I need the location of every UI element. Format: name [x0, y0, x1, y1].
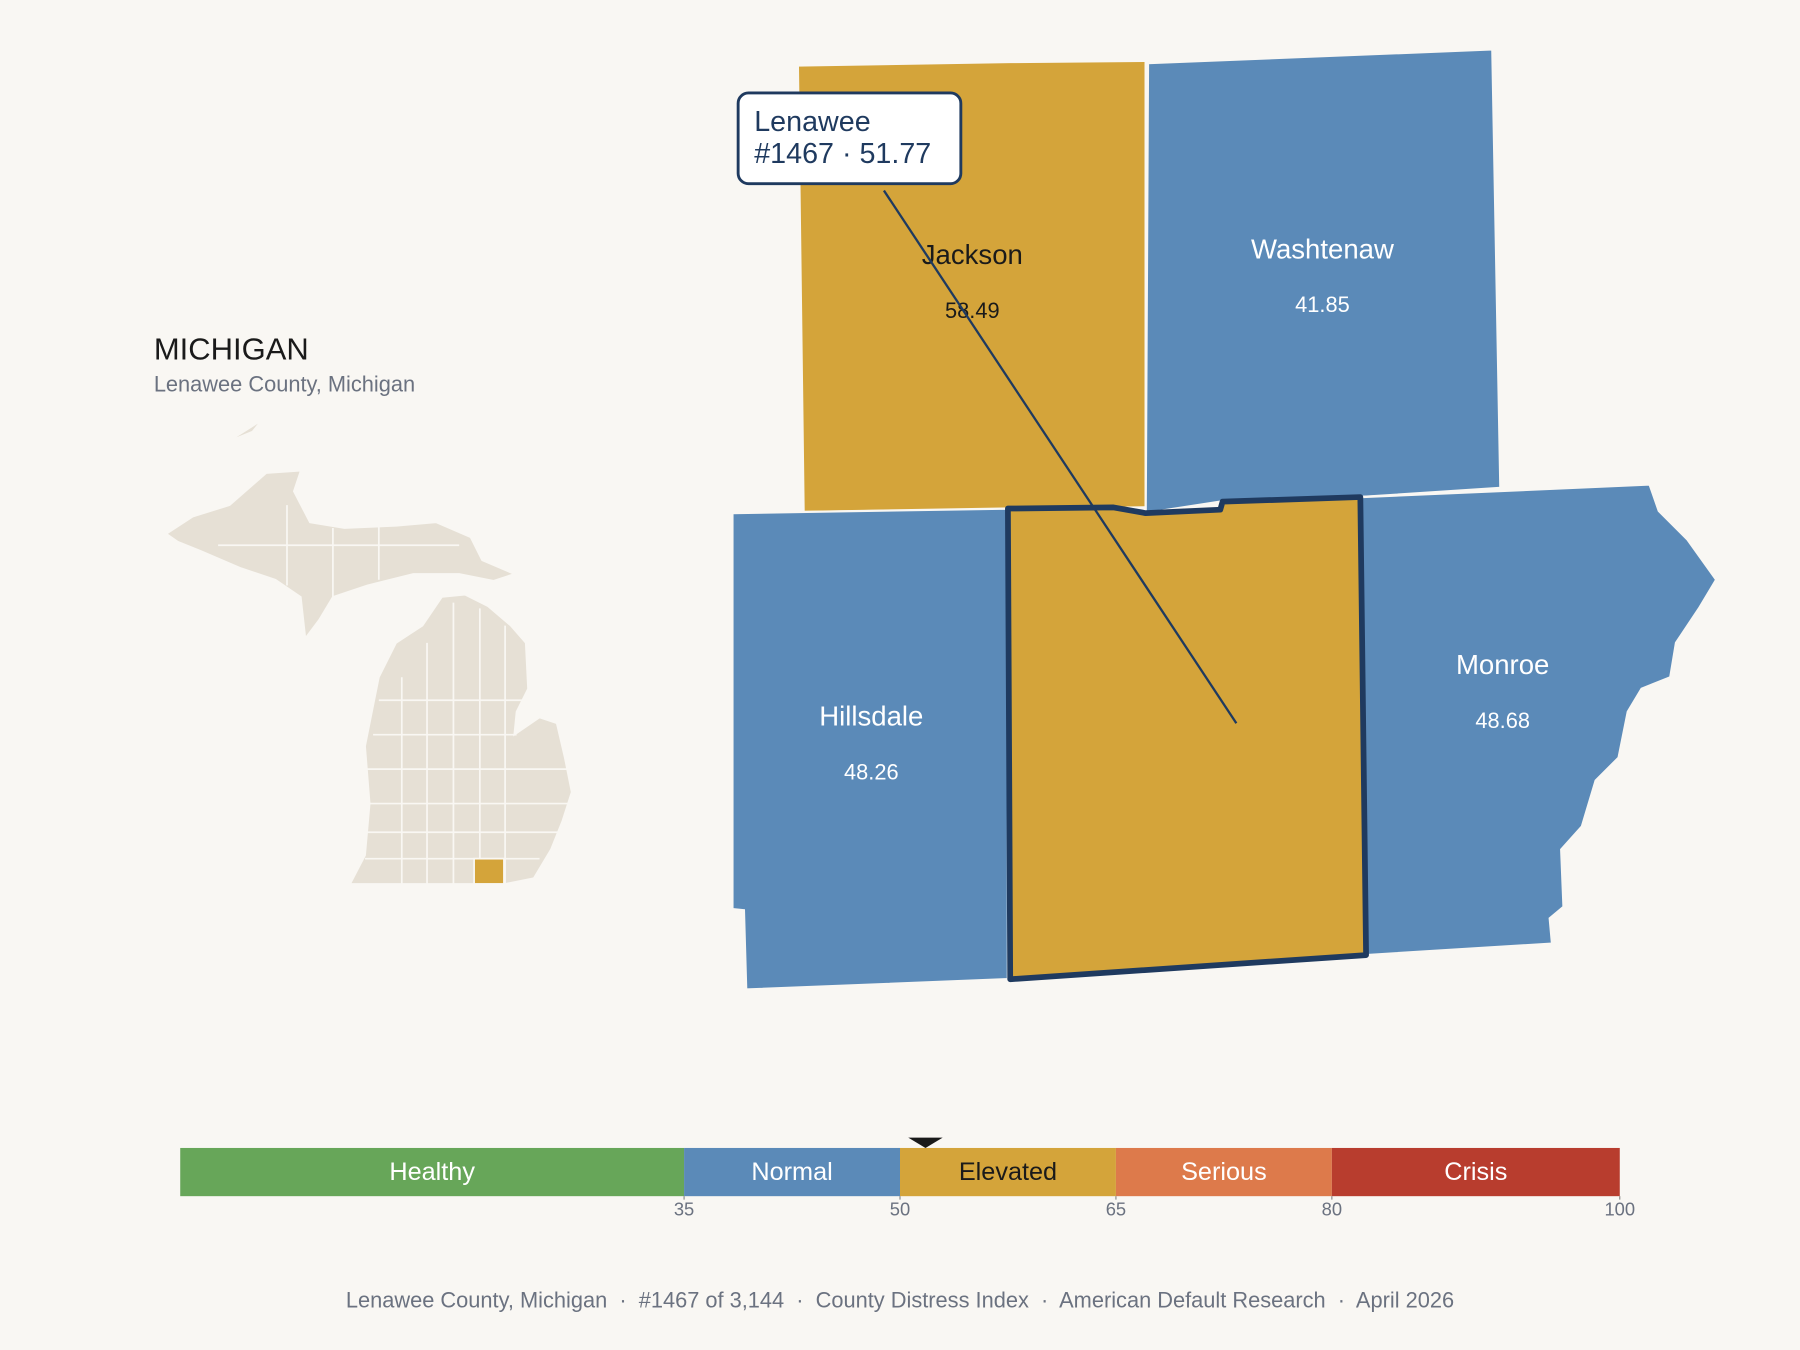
- lower-peninsula: [348, 593, 573, 885]
- county-shape: [1359, 483, 1718, 957]
- county-name: Washtenaw: [1251, 233, 1394, 264]
- subtitle: Lenawee County, Michigan: [154, 371, 415, 396]
- scale-band: [900, 1147, 1116, 1197]
- county-value: 41.85: [1295, 292, 1350, 317]
- isle-royale: [226, 419, 263, 443]
- county-name: Hillsdale: [819, 701, 923, 732]
- county-shape: [731, 507, 1010, 991]
- band-label: Elevated: [959, 1158, 1057, 1186]
- score-marker: [908, 1137, 943, 1148]
- callout-box: [736, 91, 963, 186]
- county-lines: [218, 505, 569, 884]
- county-name: Monroe: [1456, 649, 1549, 680]
- tick-label: 65: [1106, 1199, 1126, 1220]
- callout-text: #1467 · 51.77: [754, 138, 931, 170]
- county-value: 48.26: [844, 759, 899, 784]
- callout-name: Lenawee: [754, 106, 870, 138]
- county-name: Jackson: [922, 239, 1023, 270]
- callout: Lenawee #1467 · 51.77: [736, 91, 1238, 724]
- band-label: Crisis: [1444, 1158, 1507, 1186]
- county-value: 58.49: [945, 298, 1000, 323]
- county-value: 48.68: [1475, 708, 1530, 733]
- title: MICHIGAN: [154, 331, 309, 366]
- selected-county: [1005, 494, 1369, 983]
- scale-band: [180, 1147, 685, 1197]
- county-shape: [1144, 48, 1502, 515]
- scale-band: [1115, 1147, 1332, 1197]
- inset-highlight: [473, 857, 505, 885]
- band-label: Serious: [1181, 1158, 1267, 1186]
- legend-scale: Healthy Normal Elevated Serious Crisis 35 50 65…: [180, 1137, 1635, 1220]
- band-label: Healthy: [389, 1158, 475, 1186]
- upper-peninsula: [164, 469, 517, 641]
- scale-band: [684, 1147, 900, 1197]
- leader-line: [882, 189, 1238, 724]
- state-inset: [164, 419, 573, 885]
- scale-band: [1331, 1147, 1620, 1197]
- tick-label: 35: [674, 1199, 694, 1220]
- tick-label: 50: [890, 1199, 910, 1220]
- band-label: Normal: [751, 1158, 832, 1186]
- tick-label: 80: [1322, 1199, 1342, 1220]
- counties: Jackson 58.49 Washtenaw 41.85 Hillsdale 48.26…: [731, 48, 1718, 991]
- footer: Lenawee County, Michigan · #1467 of 3,14…: [346, 1288, 1454, 1313]
- tick-label: 100: [1604, 1199, 1635, 1220]
